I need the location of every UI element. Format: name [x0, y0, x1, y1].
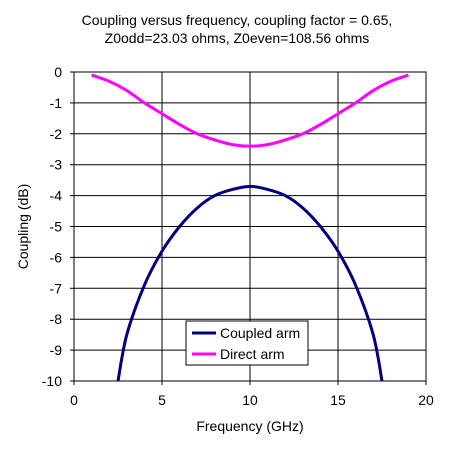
x-tick-label: 5	[158, 392, 166, 408]
series-line-coupled-arm	[116, 184, 384, 382]
y-tick-label: -7	[50, 280, 63, 296]
y-tick-label: -4	[50, 188, 63, 204]
y-tick-label: -1	[50, 95, 63, 111]
x-axis-title: Frequency (GHz)	[196, 418, 303, 434]
y-tick-label: 0	[54, 64, 62, 80]
legend-box	[185, 320, 309, 366]
y-tick-label: -8	[50, 311, 63, 327]
y-tick-label: -10	[42, 373, 62, 389]
x-tick-label: 15	[330, 392, 346, 408]
y-tick-label: -9	[50, 342, 63, 358]
y-tick-label: -6	[50, 249, 63, 265]
x-axis-ticks: 0 5 10 15 20	[70, 381, 434, 408]
x-tick-label: 0	[70, 392, 78, 408]
y-tick-label: -2	[50, 126, 63, 142]
chart-title-line-2: Z0odd=23.03 ohms, Z0even=108.56 ohms	[104, 30, 370, 46]
y-tick-label: -3	[50, 157, 63, 173]
y-axis-ticks: 0 -1 -2 -3 -4 -5 -6 -7 -8 -9 -10	[42, 64, 74, 389]
y-axis-title: Coupling (dB)	[15, 184, 31, 270]
series-layer	[91, 73, 409, 382]
x-tick-label: 10	[242, 392, 258, 408]
y-tick-label: -5	[50, 219, 63, 235]
series-line-direct-arm	[91, 73, 409, 148]
legend-label-direct-arm: Direct arm	[220, 346, 285, 362]
x-tick-label: 20	[418, 392, 434, 408]
chart-title-line-1: Coupling versus frequency, coupling fact…	[81, 12, 393, 28]
legend-label-coupled-arm: Coupled arm	[220, 325, 300, 341]
legend: Coupled arm Direct arm	[185, 320, 309, 366]
